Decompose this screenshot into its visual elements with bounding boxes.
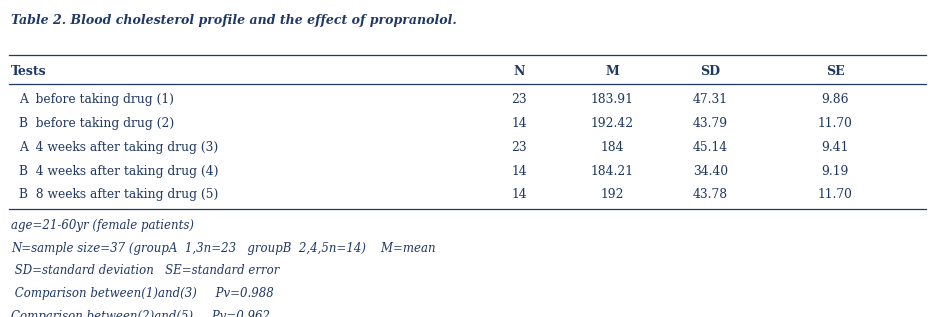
Text: 9.86: 9.86 [821,93,849,107]
Text: 184: 184 [600,141,625,154]
Text: A  before taking drug (1): A before taking drug (1) [19,93,174,107]
Text: 23: 23 [511,141,526,154]
Text: 14: 14 [511,188,526,202]
Text: SD: SD [700,65,721,78]
Text: A  4 weeks after taking drug (3): A 4 weeks after taking drug (3) [19,141,218,154]
Text: B  4 weeks after taking drug (4): B 4 weeks after taking drug (4) [19,165,218,178]
Text: 14: 14 [511,117,526,130]
Text: age=21-60yr (female patients): age=21-60yr (female patients) [11,219,194,232]
Text: Comparison between(1)and(3)     Pv=0.988: Comparison between(1)and(3) Pv=0.988 [11,287,274,300]
Text: 14: 14 [511,165,526,178]
Text: 23: 23 [511,93,526,107]
Text: 45.14: 45.14 [693,141,728,154]
Text: 34.40: 34.40 [693,165,728,178]
Text: 184.21: 184.21 [591,165,634,178]
Text: 47.31: 47.31 [693,93,728,107]
Text: 192: 192 [600,188,625,202]
Text: B  before taking drug (2): B before taking drug (2) [19,117,174,130]
Text: 43.78: 43.78 [693,188,728,202]
Text: 9.41: 9.41 [821,141,849,154]
Text: N: N [513,65,525,78]
Text: SE: SE [826,65,844,78]
Text: SD=standard deviation   SE=standard error: SD=standard deviation SE=standard error [11,264,280,277]
Text: 192.42: 192.42 [591,117,634,130]
Text: 183.91: 183.91 [591,93,634,107]
Text: N=sample size=37 (groupA  1,3n=23   groupB  2,4,5n=14)    M=mean: N=sample size=37 (groupA 1,3n=23 groupB … [11,242,436,255]
Text: B  8 weeks after taking drug (5): B 8 weeks after taking drug (5) [19,188,218,202]
Text: 11.70: 11.70 [817,188,853,202]
Text: M: M [606,65,619,78]
Text: 9.19: 9.19 [821,165,849,178]
Text: 43.79: 43.79 [693,117,728,130]
Text: Table 2. Blood cholesterol profile and the effect of propranolol.: Table 2. Blood cholesterol profile and t… [11,14,457,27]
Text: Comparison between(2)and(5)     Pv=0.962: Comparison between(2)and(5) Pv=0.962 [11,310,270,317]
Text: Tests: Tests [11,65,47,78]
Text: 11.70: 11.70 [817,117,853,130]
